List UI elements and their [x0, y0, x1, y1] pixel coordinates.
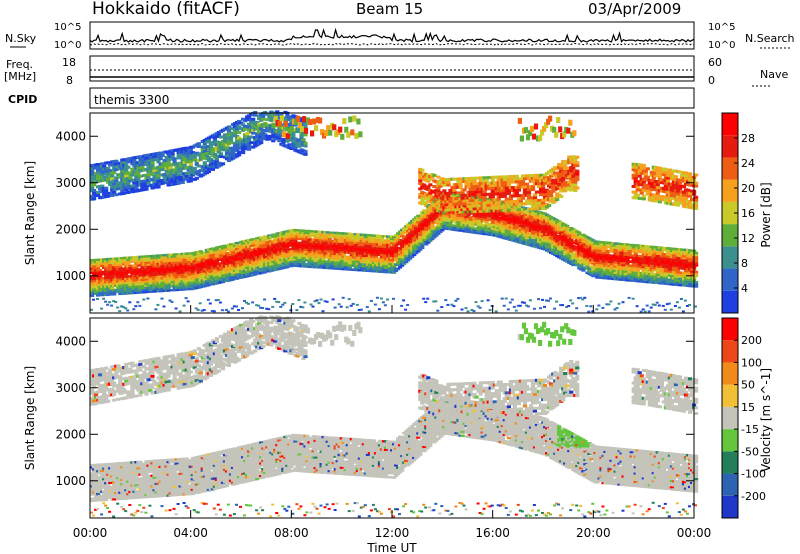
freq-panel: Freq. [MHz] 18 8 Nave 60 0	[4, 55, 788, 87]
colorbar-swatch	[722, 362, 738, 385]
nave-tick-top: 60	[708, 56, 722, 69]
colorbar-tick-label: -15	[741, 423, 759, 436]
y-tick-label: 3000	[55, 381, 86, 395]
cpid-value: themis 3300	[94, 93, 169, 107]
freq-label: Freq.	[6, 58, 33, 71]
freq-unit: [MHz]	[4, 70, 36, 83]
colorbar-tick-label: 50	[741, 379, 755, 392]
colorbar-tick-label: -50	[741, 445, 759, 458]
colorbar-swatch	[722, 224, 738, 247]
colorbar-tick-label: 12	[741, 232, 755, 245]
colorbar-swatch	[722, 290, 738, 313]
y-tick-label: 4000	[55, 334, 86, 348]
y-tick-label: 2000	[55, 222, 86, 236]
power-colorbar-label: Power [dB]	[759, 182, 773, 247]
x-tick-label: 00:00	[73, 526, 108, 540]
colorbar-swatch	[722, 157, 738, 180]
velocity-panel: 1000 2000 3000 4000 Slant Range [km] -200 -1…	[23, 315, 773, 519]
power-ylabel: Slant Range [km]	[23, 161, 37, 265]
velocity-colorbar-label: Velocity [m s^-1]	[759, 368, 773, 472]
cpid-label: CPID	[8, 93, 37, 106]
beam-title: Beam 15	[356, 0, 423, 18]
y-tick-label: 2000	[55, 427, 86, 441]
station-title: Hokkaido (fitACF)	[92, 0, 240, 19]
colorbar-swatch	[722, 495, 738, 518]
colorbar-swatch	[722, 340, 738, 363]
nave-tick-bottom: 0	[708, 74, 715, 87]
y-tick-label: 3000	[55, 176, 86, 190]
nsearch-tick-top: 10^5	[708, 22, 735, 33]
velocity-ylabel: Slant Range [km]	[23, 366, 37, 470]
colorbar-tick-label: 20	[741, 182, 755, 195]
colorbar-swatch	[722, 473, 738, 496]
colorbar-tick-label: -100	[741, 468, 766, 481]
nsearch-label: N.Search	[745, 32, 795, 45]
nsky-tick-bottom: 10^0	[54, 40, 81, 51]
x-tick-label: 16:00	[475, 526, 510, 540]
colorbar-tick-label: -200	[741, 490, 766, 503]
nsky-label: N.Sky	[5, 32, 37, 45]
date-title: 03/Apr/2009	[588, 0, 681, 18]
colorbar-swatch	[722, 429, 738, 452]
colorbar-swatch	[722, 318, 738, 341]
colorbar-swatch	[722, 179, 738, 202]
power-panel: 1000 2000 3000 4000 Slant Range [km] 4 8 12 16…	[23, 110, 773, 314]
colorbar-tick-label: 4	[741, 282, 748, 295]
colorbar-swatch	[722, 451, 738, 474]
nsearch-series	[89, 42, 695, 46]
x-tick-label: 12:00	[375, 526, 410, 540]
colorbar-tick-label: 24	[741, 157, 755, 170]
nsearch-tick-bottom: 10^0	[708, 40, 735, 51]
y-tick-label: 1000	[55, 474, 86, 488]
colorbar-swatch	[722, 135, 738, 158]
colorbar-swatch	[722, 113, 738, 136]
colorbar-tick-label: 200	[741, 334, 762, 347]
x-tick-label: 04:00	[173, 526, 208, 540]
colorbar-swatch	[722, 406, 738, 430]
x-tick-label: 08:00	[274, 526, 309, 540]
colorbar-tick-label: 8	[741, 257, 748, 270]
colorbar-swatch	[722, 268, 738, 291]
nsky-series	[89, 27, 695, 44]
colorbar-swatch	[722, 246, 738, 269]
colorbar-tick-label: 16	[741, 207, 755, 220]
nave-label: Nave	[760, 68, 788, 81]
nsky-panel: N.Sky 10^5 10^0 N.Search 10^5 10^0	[5, 21, 795, 51]
nsky-tick-top: 10^5	[54, 22, 81, 33]
cpid-panel: CPID themis 3300	[8, 87, 695, 109]
x-axis-label: Time UT	[366, 541, 417, 554]
y-tick-label: 1000	[55, 269, 86, 283]
x-tick-label: 20:00	[576, 526, 611, 540]
colorbar-tick-label: 15	[741, 401, 755, 414]
colorbar-tick-label: 100	[741, 356, 762, 369]
colorbar-swatch	[722, 384, 738, 407]
y-tick-label: 4000	[55, 129, 86, 143]
freq-tick-top: 18	[62, 56, 76, 69]
x-tick-label: 00:00	[677, 526, 712, 540]
freq-tick-bottom: 8	[66, 74, 73, 87]
colorbar-tick-label: 28	[741, 132, 755, 145]
colorbar-swatch	[722, 201, 738, 225]
